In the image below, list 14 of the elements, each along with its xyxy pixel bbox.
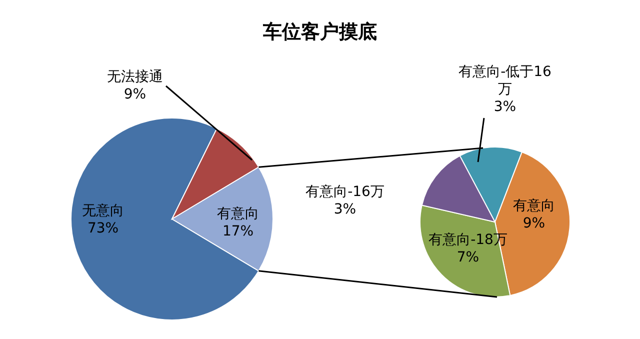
slice-label: 有意向-16万	[306, 184, 384, 200]
slice-label: 有意向-低于16万	[458, 64, 552, 98]
slice-label: 有意向	[513, 198, 555, 214]
data-label: 17%	[222, 224, 254, 240]
slice-label: 无意向	[82, 203, 124, 219]
slice-label: 无法接通	[107, 69, 163, 85]
text: 车位客户摸底	[262, 21, 377, 43]
slice-label: 有意向	[217, 206, 259, 222]
data-label: 9%	[522, 216, 546, 232]
data-label: 73%	[87, 220, 119, 236]
data-label: 7%	[456, 250, 480, 266]
data-label: 3%	[334, 202, 356, 218]
data-label: 3%	[494, 99, 516, 115]
data-label: 9%	[124, 86, 146, 102]
